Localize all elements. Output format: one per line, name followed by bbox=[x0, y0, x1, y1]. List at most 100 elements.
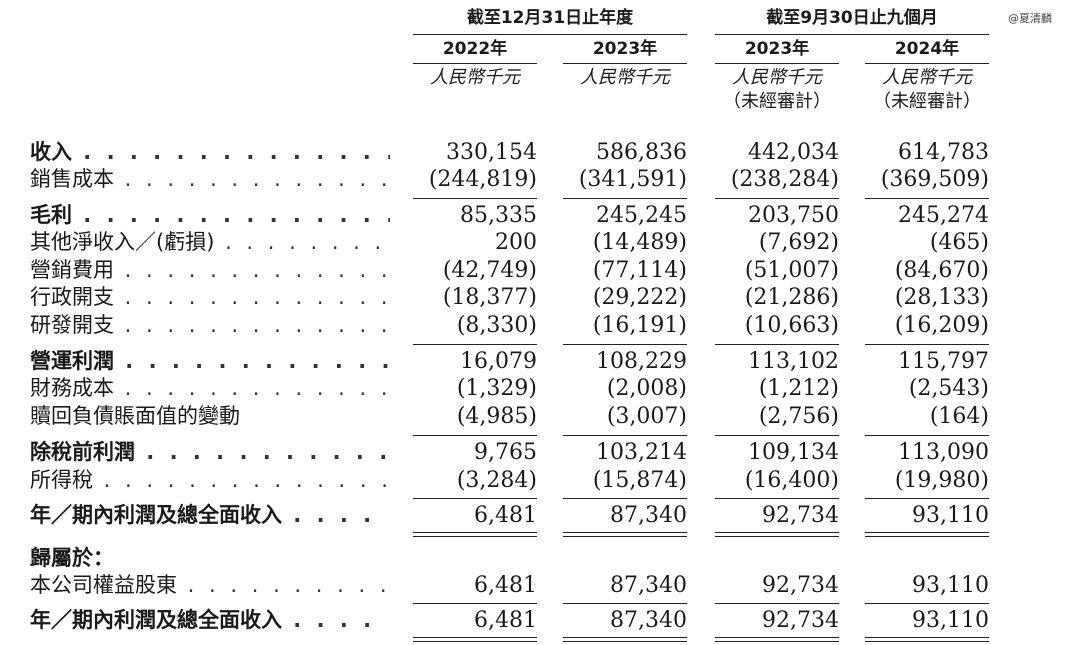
value-cell: (21,286) bbox=[744, 285, 839, 310]
value-cell: (2,008) bbox=[606, 376, 687, 401]
leader-dots: . . . . . . . . . . . . bbox=[225, 230, 390, 254]
table-row: 財務成本 . . . . . . . . . . . . . . . . . .… bbox=[30, 375, 1030, 402]
period-header-nine-months: 截至9月30日止九個月 bbox=[766, 8, 938, 28]
value-cell: 6,481 bbox=[474, 573, 537, 598]
row-label-text: 研發開支 bbox=[30, 313, 114, 337]
leader-dots: . . . . bbox=[282, 608, 376, 632]
value-cell: 113,090 bbox=[898, 440, 989, 465]
value-cell: 87,340 bbox=[610, 503, 687, 528]
row-label-text: 其他淨收入／(虧損) bbox=[30, 230, 215, 254]
row-label-text: 銷售成本 bbox=[30, 167, 114, 191]
leader-dots: . . . . . . . . . . . . . . . . . . . . … bbox=[124, 285, 390, 309]
unit-label: 人民幣千元 bbox=[580, 67, 670, 88]
row-label: 年／期內利潤及總全面收入 . . . . bbox=[30, 607, 390, 634]
single-rule bbox=[865, 198, 989, 199]
row-label: 本公司權益股東 . . . . . . . . . . . . . . . bbox=[30, 572, 390, 599]
value-cell: 200 bbox=[495, 230, 537, 255]
single-rule bbox=[563, 603, 687, 604]
value-cell: 85,335 bbox=[460, 203, 537, 228]
single-rule bbox=[413, 435, 537, 436]
row-label: 除稅前利潤 . . . . . . . . . . . . . . . . . … bbox=[30, 439, 390, 466]
double-rule bbox=[865, 637, 989, 642]
year-rule bbox=[413, 63, 537, 64]
value-cell: 330,154 bbox=[446, 140, 537, 165]
value-cell: (3,284) bbox=[456, 468, 537, 493]
table-row: 營銷費用 . . . . . . . . . . . . . . . . . .… bbox=[30, 257, 1030, 284]
value-cell: (18,377) bbox=[442, 285, 537, 310]
watermark: @夏清麟 bbox=[1008, 12, 1052, 25]
value-cell: 203,750 bbox=[748, 203, 839, 228]
table-row: 除稅前利潤 . . . . . . . . . . . . . . . . . … bbox=[30, 439, 1030, 466]
single-rule bbox=[865, 435, 989, 436]
value-cell: (4,985) bbox=[456, 404, 537, 429]
row-label: 收入 . . . . . . . . . . . . . . . . . . .… bbox=[30, 139, 390, 166]
row-label-text: 贖回負債賬面值的變動 bbox=[30, 404, 240, 428]
row-label-text: 年／期內利潤及總全面收入 bbox=[30, 608, 282, 632]
value-cell: (42,749) bbox=[442, 258, 537, 283]
single-rule bbox=[563, 498, 687, 499]
value-cell: (1,212) bbox=[758, 376, 839, 401]
value-cell: (238,284) bbox=[730, 167, 839, 192]
table-row: 營運利潤 . . . . . . . . . . . . . . . . . .… bbox=[30, 348, 1030, 375]
single-rule bbox=[563, 198, 687, 199]
row-label-text: 財務成本 bbox=[30, 376, 114, 400]
table-row: 本公司權益股東 . . . . . . . . . . . . . . . 6,4… bbox=[30, 572, 1030, 599]
table-row: 行政開支 . . . . . . . . . . . . . . . . . .… bbox=[30, 284, 1030, 311]
row-label-text: 行政開支 bbox=[30, 285, 114, 309]
single-rule bbox=[413, 498, 537, 499]
value-cell: (16,191) bbox=[592, 313, 687, 338]
value-cell: (1,329) bbox=[456, 376, 537, 401]
table-row: 贖回負債賬面值的變動 (4,985) (3,007) (2,756) (164) bbox=[30, 403, 1030, 430]
unaudited-label: （未經審計） bbox=[723, 91, 831, 112]
leader-dots: . . . . . . . . . . . . . . . . . . . . … bbox=[124, 313, 390, 337]
leader-dots: . . . . . . . . . . . . . . . . . . . . … bbox=[83, 140, 390, 164]
single-rule bbox=[865, 344, 989, 345]
value-cell: (465) bbox=[929, 230, 989, 255]
single-rule bbox=[563, 344, 687, 345]
row-label: 贖回負債賬面值的變動 bbox=[30, 403, 390, 430]
year-header: 2024年 bbox=[894, 39, 960, 59]
value-cell: (3,007) bbox=[606, 404, 687, 429]
single-rule bbox=[715, 435, 839, 436]
double-rule bbox=[563, 532, 687, 537]
row-label: 所得稅 . . . . . . . . . . . . . . . . . . … bbox=[30, 467, 390, 494]
table-row: 銷售成本 . . . . . . . . . . . . . . . . . .… bbox=[30, 166, 1030, 193]
value-cell: (164) bbox=[929, 404, 989, 429]
value-cell: 9,765 bbox=[474, 440, 537, 465]
row-label-text: 所得稅 bbox=[30, 468, 93, 492]
period-header-year-end: 截至12月31日止年度 bbox=[466, 8, 634, 28]
table-row: 其他淨收入／(虧損) . . . . . . . . . . . . 200 (14… bbox=[30, 229, 1030, 256]
leader-dots: . . . . bbox=[282, 503, 376, 527]
year-header: 2023年 bbox=[592, 39, 658, 59]
value-cell: (29,222) bbox=[592, 285, 687, 310]
header-rule bbox=[715, 34, 989, 35]
row-label: 毛利 . . . . . . . . . . . . . . . . . . .… bbox=[30, 202, 390, 229]
single-rule bbox=[413, 344, 537, 345]
value-cell: (369,509) bbox=[880, 167, 989, 192]
value-cell: 586,836 bbox=[596, 140, 687, 165]
value-cell: (28,133) bbox=[894, 285, 989, 310]
year-header: 2023年 bbox=[744, 39, 810, 59]
value-cell: 93,110 bbox=[912, 608, 989, 633]
table-row: 所得稅 . . . . . . . . . . . . . . . . . . … bbox=[30, 467, 1030, 494]
leader-dots: . . . . . . . . . . . . . . . . . . . . … bbox=[83, 203, 390, 227]
value-cell: 93,110 bbox=[912, 503, 989, 528]
value-cell: 442,034 bbox=[748, 140, 839, 165]
value-cell: 93,110 bbox=[912, 573, 989, 598]
row-label-text: 歸屬於： bbox=[30, 546, 114, 570]
year-rule bbox=[715, 63, 839, 64]
single-rule bbox=[715, 603, 839, 604]
single-rule bbox=[413, 198, 537, 199]
row-label-text: 營運利潤 bbox=[30, 349, 114, 373]
row-label: 銷售成本 . . . . . . . . . . . . . . . . . .… bbox=[30, 166, 390, 193]
row-label-text: 收入 bbox=[30, 140, 72, 164]
leader-dots: . . . . . . . . . . . . . . . . . . . . … bbox=[103, 468, 390, 492]
value-cell: (14,489) bbox=[592, 230, 687, 255]
value-cell: (244,819) bbox=[428, 167, 537, 192]
year-rule bbox=[865, 63, 989, 64]
double-rule bbox=[715, 637, 839, 642]
double-rule bbox=[413, 637, 537, 642]
value-cell: 6,481 bbox=[474, 503, 537, 528]
value-cell: 108,229 bbox=[596, 349, 687, 374]
row-label: 營運利潤 . . . . . . . . . . . . . . . . . .… bbox=[30, 348, 390, 375]
